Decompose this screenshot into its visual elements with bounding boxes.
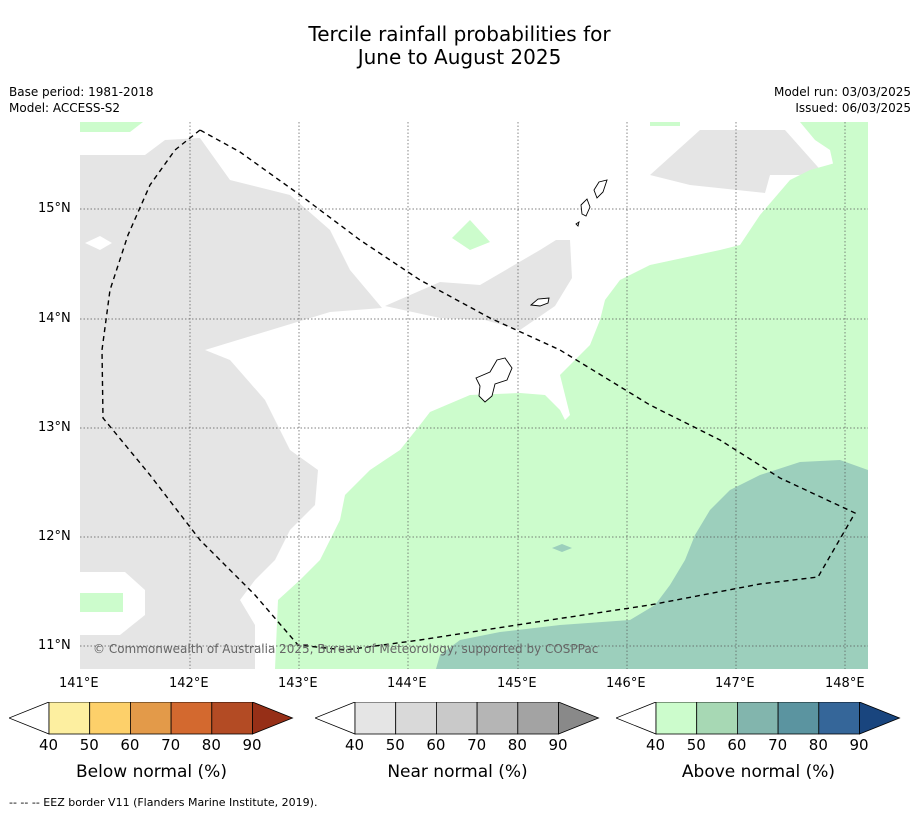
colorbar-segment <box>655 702 698 735</box>
colorbar-2 <box>616 702 901 735</box>
colorbar-over-triangle <box>252 702 294 735</box>
title-line1: Tercile rainfall probabilities for <box>308 22 611 46</box>
above-normal-patch-1 <box>80 122 143 132</box>
near-normal-region-northeast <box>650 130 825 193</box>
colorbar-tick-label: 80 <box>808 736 828 754</box>
lon-label: 143°E <box>278 676 318 691</box>
colorbar-over-triangle <box>558 702 600 735</box>
above-normal-patch-4 <box>650 122 680 126</box>
colorbar-segment <box>211 702 253 735</box>
colorbar-segment <box>737 702 779 735</box>
colorbar-tick-label: 40 <box>345 736 365 754</box>
colorbar-under-triangle <box>9 702 50 735</box>
rota-island <box>529 297 550 307</box>
colorbar-tick-label: 70 <box>467 736 487 754</box>
tinian-island <box>580 198 591 217</box>
colorbar-segment <box>170 702 213 735</box>
lat-label: 14°N <box>38 311 71 326</box>
colorbar-0 <box>9 702 294 735</box>
colorbar-over-triangle <box>859 702 901 735</box>
issued-date: Issued: 06/03/2025 <box>795 101 911 115</box>
colorbar-tick-label: 50 <box>385 736 405 754</box>
meta-right: Model run: 03/03/2025 Issued: 06/03/2025 <box>774 84 911 116</box>
colorbar-segment <box>696 702 738 735</box>
colorbar-tick-label: 40 <box>39 736 59 754</box>
base-period: Base period: 1981-2018 <box>9 85 154 99</box>
lat-label: 11°N <box>38 638 71 653</box>
lon-label: 146°E <box>606 676 646 691</box>
colorbar-title: Below normal (%) <box>76 762 227 782</box>
colorbar-segment <box>517 702 559 735</box>
colorbar-tick-label: 80 <box>201 736 221 754</box>
colorbar-segment <box>395 702 437 735</box>
probability-field <box>80 122 868 669</box>
colorbar-segment <box>89 702 131 735</box>
lon-label: 144°E <box>387 676 427 691</box>
colorbar-tick-label: 60 <box>727 736 747 754</box>
lat-label: 12°N <box>38 529 71 544</box>
colorbar-tick-label: 70 <box>768 736 788 754</box>
lon-label: 147°E <box>715 676 755 691</box>
colorbar-tick-label: 40 <box>646 736 666 754</box>
lon-label: 142°E <box>169 676 209 691</box>
eez-footnote: -- -- -- EEZ border V11 (Flanders Marine… <box>9 796 318 809</box>
lon-label: 141°E <box>59 676 99 691</box>
meta-left: Base period: 1981-2018 Model: ACCESS-S2 <box>9 84 154 116</box>
colorbar-tick-label: 50 <box>686 736 706 754</box>
gap-1 <box>85 236 112 250</box>
aguijan-island <box>575 220 580 227</box>
near-normal-region-west <box>80 138 382 669</box>
colorbar-segment <box>436 702 478 735</box>
near-normal-region-central <box>385 240 572 330</box>
map-title: Tercile rainfall probabilities for June … <box>0 23 919 69</box>
gridlines <box>80 122 868 669</box>
colorbar-tick-label: 50 <box>79 736 99 754</box>
title-line2: June to August 2025 <box>357 45 562 69</box>
colorbar-segment <box>777 702 820 735</box>
colorbar-tick-label: 90 <box>849 736 869 754</box>
colorbar-tick-label: 90 <box>242 736 262 754</box>
colorbar-segment <box>476 702 519 735</box>
model-run: Model run: 03/03/2025 <box>773 85 911 99</box>
above-normal-patch-3 <box>80 593 123 612</box>
saipan-island <box>593 179 608 199</box>
colorbar-1 <box>315 702 600 735</box>
above-normal-patch-2 <box>452 220 490 250</box>
above-normal-60-patch <box>552 544 572 552</box>
colorbar-tick-label: 90 <box>548 736 568 754</box>
lon-label: 148°E <box>825 676 865 691</box>
model-name: Model: ACCESS-S2 <box>9 101 121 115</box>
lat-label: 15°N <box>38 201 71 216</box>
above-normal-60-region <box>436 460 868 669</box>
colorbar-segment <box>354 702 397 735</box>
colorbar-title: Above normal (%) <box>681 762 836 782</box>
colorbar-segment <box>818 702 860 735</box>
eez-border <box>101 129 856 651</box>
colorbar-tick-label: 60 <box>426 736 446 754</box>
lon-label: 145°E <box>497 676 537 691</box>
colorbar-segment <box>130 702 172 735</box>
colorbar-title: Near normal (%) <box>387 762 528 782</box>
colorbar-segment <box>48 702 91 735</box>
colorbar-under-triangle <box>315 702 356 735</box>
colorbar-tick-label: 60 <box>120 736 140 754</box>
copyright-text: © Commonwealth of Australia 2025, Bureau… <box>93 642 599 656</box>
colorbar-under-triangle <box>616 702 657 735</box>
guam-island <box>475 357 513 403</box>
colorbar-tick-label: 70 <box>161 736 181 754</box>
land-outlines <box>475 179 608 403</box>
lat-label: 13°N <box>38 420 71 435</box>
colorbar-tick-label: 80 <box>507 736 527 754</box>
